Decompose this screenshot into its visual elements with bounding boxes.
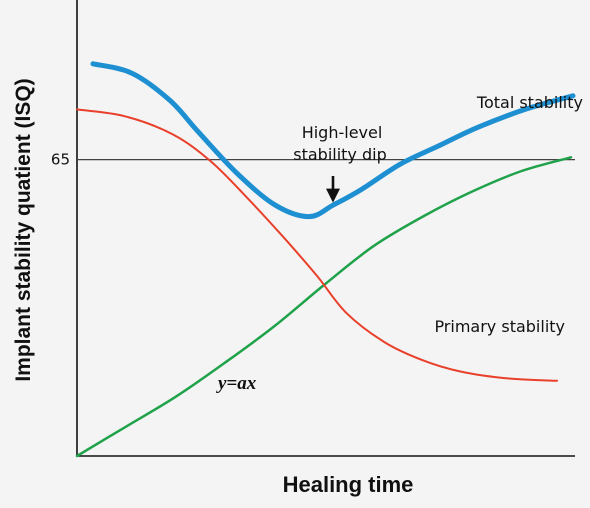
series-line-primary-stability xyxy=(76,108,558,382)
y-tick-label-65: 65 xyxy=(51,151,70,169)
annotation-line-2: stability dip xyxy=(293,145,387,164)
x-axis-title: Healing time xyxy=(283,472,414,497)
y-axis-title: Implant stability quatient (ISQ) xyxy=(12,78,35,381)
annotation-arrow-head xyxy=(326,188,340,203)
series-label-y-ax: y=ax xyxy=(216,373,257,394)
series-label-primary-stability: Primary stability xyxy=(434,317,565,336)
annotation-line-1: High-level xyxy=(302,123,383,142)
series-label-total-stability: Total stability xyxy=(476,93,583,112)
series-line-total-stability xyxy=(90,61,576,220)
